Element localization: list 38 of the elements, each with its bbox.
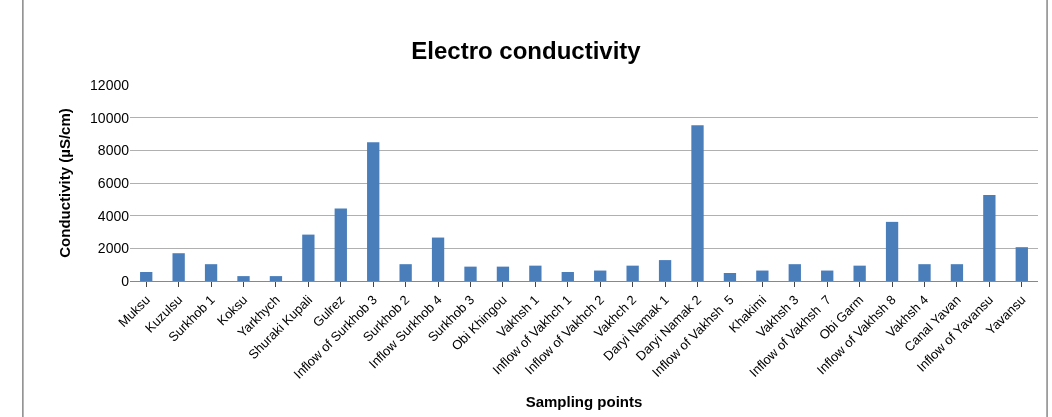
bar	[464, 266, 477, 281]
bar	[204, 264, 218, 281]
bar	[983, 195, 996, 281]
bar	[367, 142, 380, 281]
bar	[496, 266, 510, 281]
bar	[626, 265, 639, 281]
bar	[1015, 247, 1028, 281]
bar	[302, 234, 315, 281]
bar	[918, 264, 931, 281]
bar	[853, 265, 866, 281]
bar	[950, 264, 964, 281]
bar	[788, 264, 801, 281]
chart-title: Electro conductivity	[411, 36, 642, 64]
bar	[756, 270, 769, 281]
bar	[529, 265, 542, 281]
bar	[723, 273, 737, 281]
bar	[561, 272, 574, 281]
y-tick-label: 4000	[97, 207, 130, 224]
bar	[399, 264, 412, 281]
bar	[594, 270, 607, 281]
bar	[172, 253, 185, 281]
bar	[821, 270, 834, 281]
y-tick-label: 2000	[97, 240, 130, 257]
bar	[140, 272, 153, 281]
bar	[885, 221, 899, 281]
y-tick-label: 0	[121, 272, 130, 289]
y-tick-label: 8000	[97, 142, 130, 159]
bar	[658, 260, 672, 281]
x-axis-title: Sampling points	[525, 392, 643, 410]
bar	[334, 208, 347, 281]
bar	[691, 125, 704, 281]
y-tick-label: 10000	[90, 109, 130, 126]
bar	[431, 237, 445, 281]
y-tick-label: 6000	[97, 174, 130, 191]
bar	[269, 276, 283, 281]
y-axis-title: Conductivity (µS/cm)	[56, 108, 74, 258]
y-tick-label: 12000	[90, 76, 130, 93]
bar	[237, 276, 250, 281]
